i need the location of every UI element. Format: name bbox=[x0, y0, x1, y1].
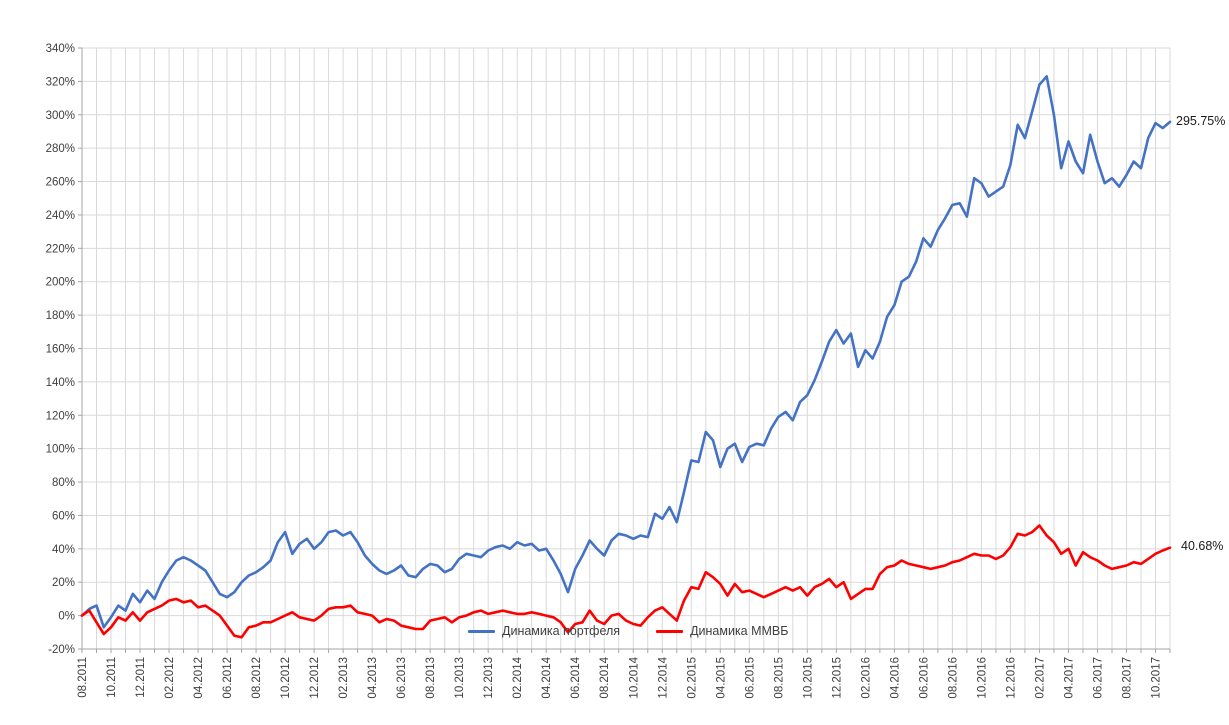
svg-text:08.2017: 08.2017 bbox=[1121, 657, 1133, 699]
svg-text:02.2015: 02.2015 bbox=[686, 657, 698, 699]
svg-text:80%: 80% bbox=[52, 477, 75, 489]
svg-text:12.2015: 12.2015 bbox=[831, 657, 843, 699]
svg-text:12.2011: 12.2011 bbox=[135, 657, 147, 698]
y-axis-tick-labels: 340% 320% 300% 280% 260% 240% 220% 200% 180% 160%… bbox=[46, 43, 75, 656]
svg-text:160%: 160% bbox=[46, 344, 75, 356]
svg-text:04.2017: 04.2017 bbox=[1063, 657, 1075, 699]
svg-text:02.2016: 02.2016 bbox=[860, 657, 872, 699]
svg-text:08.2016: 08.2016 bbox=[947, 657, 959, 699]
svg-text:12.2014: 12.2014 bbox=[657, 656, 669, 698]
svg-text:60%: 60% bbox=[52, 510, 75, 522]
svg-text:04.2016: 04.2016 bbox=[889, 657, 901, 699]
svg-text:04.2012: 04.2012 bbox=[193, 657, 205, 699]
svg-text:06.2016: 06.2016 bbox=[918, 657, 930, 699]
svg-text:08.2013: 08.2013 bbox=[425, 657, 437, 699]
svg-text:08.2015: 08.2015 bbox=[773, 657, 785, 699]
svg-text:02.2014: 02.2014 bbox=[512, 656, 524, 698]
svg-text:12.2012: 12.2012 bbox=[309, 657, 321, 699]
svg-text:300%: 300% bbox=[46, 110, 75, 122]
svg-text:06.2013: 06.2013 bbox=[396, 657, 408, 699]
svg-text:10.2014: 10.2014 bbox=[628, 656, 640, 698]
svg-text:120%: 120% bbox=[46, 410, 75, 422]
svg-text:340%: 340% bbox=[46, 43, 75, 55]
legend-label-portfolio: Динамика портфеля bbox=[502, 624, 621, 638]
legend-item-portfolio: Динамика портфеля bbox=[468, 624, 620, 638]
svg-text:-20%: -20% bbox=[48, 644, 75, 656]
svg-text:04.2015: 04.2015 bbox=[715, 657, 727, 699]
svg-text:100%: 100% bbox=[46, 444, 75, 456]
svg-text:280%: 280% bbox=[46, 143, 75, 155]
svg-text:06.2012: 06.2012 bbox=[222, 657, 234, 699]
micex-line-sample-icon bbox=[656, 629, 684, 633]
svg-text:320%: 320% bbox=[46, 76, 75, 88]
svg-text:10.2016: 10.2016 bbox=[976, 657, 988, 699]
svg-text:12.2016: 12.2016 bbox=[1005, 657, 1017, 699]
svg-text:10.2013: 10.2013 bbox=[454, 657, 466, 699]
svg-text:06.2014: 06.2014 bbox=[570, 656, 582, 698]
svg-text:40%: 40% bbox=[52, 544, 75, 556]
svg-text:04.2014: 04.2014 bbox=[541, 656, 553, 698]
svg-text:04.2013: 04.2013 bbox=[367, 657, 379, 699]
svg-text:220%: 220% bbox=[46, 243, 75, 255]
svg-text:02.2013: 02.2013 bbox=[338, 657, 350, 699]
svg-text:260%: 260% bbox=[46, 177, 75, 189]
svg-text:0%: 0% bbox=[58, 611, 75, 623]
svg-text:240%: 240% bbox=[46, 210, 75, 222]
axes bbox=[78, 47, 1171, 653]
svg-text:02.2017: 02.2017 bbox=[1034, 657, 1046, 699]
svg-text:02.2012: 02.2012 bbox=[164, 657, 176, 699]
svg-text:20%: 20% bbox=[52, 577, 75, 589]
svg-text:10.2015: 10.2015 bbox=[802, 657, 814, 699]
svg-text:06.2015: 06.2015 bbox=[744, 657, 756, 699]
svg-text:08.2012: 08.2012 bbox=[251, 657, 263, 699]
legend: Динамика портфеля Динамика ММВБ bbox=[468, 624, 788, 638]
series-line-micex bbox=[80, 524, 1172, 639]
svg-text:08.2014: 08.2014 bbox=[599, 656, 611, 698]
x-axis-tick-labels: 08.2011 10.2011 12.2011 02.2012 04.2012 06.20… bbox=[77, 656, 1162, 698]
legend-item-micex: Динамика ММВБ bbox=[656, 624, 788, 638]
svg-text:06.2017: 06.2017 bbox=[1092, 657, 1104, 699]
legend-label-micex: Динамика ММВБ bbox=[690, 624, 789, 638]
series-line-portfolio bbox=[80, 75, 1172, 629]
svg-text:140%: 140% bbox=[46, 377, 75, 389]
gridlines bbox=[82, 47, 1171, 649]
svg-text:10.2012: 10.2012 bbox=[280, 657, 292, 699]
svg-text:08.2011: 08.2011 bbox=[77, 657, 89, 698]
portfolio-end-value-label: 295.75% bbox=[1176, 114, 1226, 128]
svg-text:10.2011: 10.2011 bbox=[106, 657, 118, 698]
svg-text:200%: 200% bbox=[46, 277, 75, 289]
svg-text:10.2017: 10.2017 bbox=[1150, 657, 1162, 699]
micex-end-value-label: 40.68% bbox=[1181, 539, 1224, 553]
svg-text:180%: 180% bbox=[46, 310, 75, 322]
svg-text:12.2013: 12.2013 bbox=[483, 657, 495, 699]
portfolio-line-sample-icon bbox=[468, 629, 495, 633]
